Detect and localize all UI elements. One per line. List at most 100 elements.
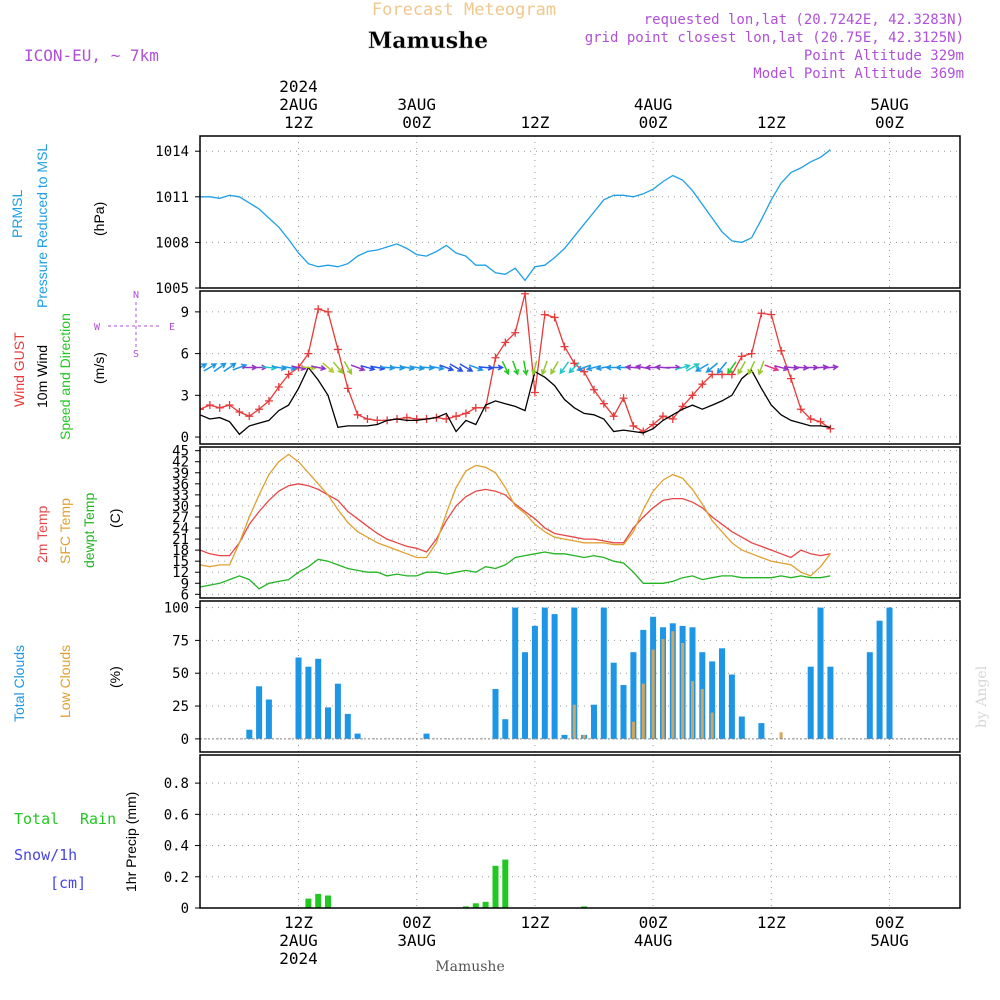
y-tick-label: 30 bbox=[172, 499, 189, 515]
2m-temp-line bbox=[200, 483, 831, 559]
total-cloud-bar bbox=[600, 607, 607, 739]
wind-arrow bbox=[311, 365, 327, 372]
total-cloud-bar bbox=[423, 733, 430, 739]
compass-e: E bbox=[169, 322, 175, 333]
low-cloud-bar bbox=[651, 649, 655, 739]
y-tick-label: 9 bbox=[181, 305, 189, 321]
y-tick-label: 42 bbox=[172, 455, 189, 471]
y-tick-label: 0 bbox=[181, 901, 189, 917]
low-cloud-bar bbox=[631, 721, 635, 739]
sfc-temp-line bbox=[200, 453, 831, 577]
gust-point bbox=[353, 410, 362, 419]
y-tick-label: 25 bbox=[172, 699, 189, 715]
gust-point bbox=[668, 414, 677, 423]
gust-point bbox=[343, 384, 352, 393]
gust-point bbox=[363, 414, 372, 423]
gust-point bbox=[816, 417, 825, 426]
gust-point bbox=[826, 424, 835, 433]
wind-arrow bbox=[322, 362, 335, 374]
wind-unit: (m/s) bbox=[91, 352, 107, 384]
total-cloud-bar bbox=[295, 657, 302, 739]
gust-point bbox=[806, 414, 815, 423]
pressure-unit: (hPa) bbox=[91, 202, 107, 236]
cloud-panel: 0 25 50 75 100 bbox=[164, 600, 961, 753]
gust-point bbox=[787, 374, 795, 383]
wind-arrow bbox=[343, 361, 353, 375]
gust-point bbox=[412, 414, 421, 423]
total-cloud-bar bbox=[817, 734, 824, 739]
pressure-label: Pressure Reduced to MSL bbox=[34, 144, 50, 308]
panel-frame bbox=[199, 446, 961, 599]
total-cloud-bar bbox=[807, 666, 814, 739]
total-cloud-bar bbox=[866, 652, 873, 739]
gust-point bbox=[215, 403, 224, 412]
gust-point bbox=[767, 310, 776, 319]
wind-arrow bbox=[332, 361, 344, 375]
panel-frame bbox=[199, 754, 961, 909]
bottom-tick-label: 00Z bbox=[875, 913, 904, 932]
precip-unit: 1hr Precip (mm) bbox=[123, 792, 139, 892]
wind-arrow bbox=[429, 365, 445, 372]
wind-arrow bbox=[813, 364, 830, 371]
gust-point bbox=[511, 328, 520, 337]
wind-arrow bbox=[223, 362, 237, 373]
wind-dir-label: Speed and Direction bbox=[57, 313, 73, 440]
low-cloud-bar bbox=[671, 631, 675, 739]
wind-arrow bbox=[350, 364, 366, 372]
top-tick-label: 00Z bbox=[875, 113, 904, 132]
y-tick-label: 0.6 bbox=[164, 807, 189, 823]
total-cloud-bar bbox=[315, 658, 322, 739]
total-cloud-bar bbox=[758, 723, 765, 739]
total-cloud-bar bbox=[256, 686, 263, 739]
gust-point bbox=[235, 408, 244, 417]
gust-point bbox=[796, 405, 805, 414]
wind-arrow bbox=[716, 361, 728, 375]
total-cloud-bar bbox=[738, 716, 745, 739]
y-tick-label: 1014 bbox=[155, 144, 189, 160]
total-cloud-bar bbox=[817, 607, 824, 739]
wind-arrow bbox=[213, 362, 227, 373]
10m-wind-line bbox=[200, 366, 831, 436]
gust-point bbox=[530, 388, 539, 397]
gust-point bbox=[599, 399, 608, 408]
bottom-tick-label: 4AUG bbox=[634, 931, 673, 950]
wind-arrow bbox=[585, 364, 601, 372]
wind-arrow bbox=[501, 360, 510, 376]
wind-arrow bbox=[522, 360, 529, 376]
gust-point bbox=[491, 353, 500, 362]
y-tick-label: 12 bbox=[172, 565, 189, 581]
top-tick-label: 00Z bbox=[402, 113, 431, 132]
y-tick-label: 24 bbox=[172, 521, 189, 537]
y-tick-label: 0 bbox=[181, 732, 189, 748]
wind-arrow bbox=[686, 363, 700, 372]
low-cloud-bar bbox=[641, 683, 645, 739]
y-tick-label: 6 bbox=[181, 347, 189, 363]
wind-arrow bbox=[512, 360, 520, 376]
y-tick-label: 45 bbox=[172, 444, 189, 460]
total-cloud-bar bbox=[354, 733, 361, 739]
credit: by Angel bbox=[974, 665, 990, 728]
rain-bar bbox=[325, 895, 331, 908]
snow-unit: [cm] bbox=[50, 874, 86, 892]
temp2m-label: 2m Temp bbox=[34, 505, 50, 563]
low-cloud-bar bbox=[700, 689, 704, 739]
y-tick-label: 100 bbox=[164, 601, 189, 617]
total-cloud-bar bbox=[246, 729, 253, 739]
rain-bar bbox=[492, 865, 499, 908]
total-cloud-bar bbox=[531, 625, 538, 739]
pressure-panel: 1005 1008 1011 1014 bbox=[155, 135, 961, 297]
top-tick-label: 2AUG bbox=[279, 95, 318, 114]
y-tick-label: 33 bbox=[172, 488, 189, 504]
y-tick-label: 36 bbox=[172, 477, 189, 493]
compass: N W E S bbox=[94, 290, 175, 360]
wind-arrow bbox=[783, 364, 800, 371]
rain-bar bbox=[482, 901, 489, 908]
gust-point bbox=[314, 305, 323, 314]
prmsl-line bbox=[200, 149, 831, 282]
gust-point bbox=[274, 382, 283, 391]
low-clouds-label: Low Clouds bbox=[57, 645, 73, 718]
gust-point bbox=[619, 394, 628, 403]
total-cloud-bar bbox=[512, 607, 519, 739]
